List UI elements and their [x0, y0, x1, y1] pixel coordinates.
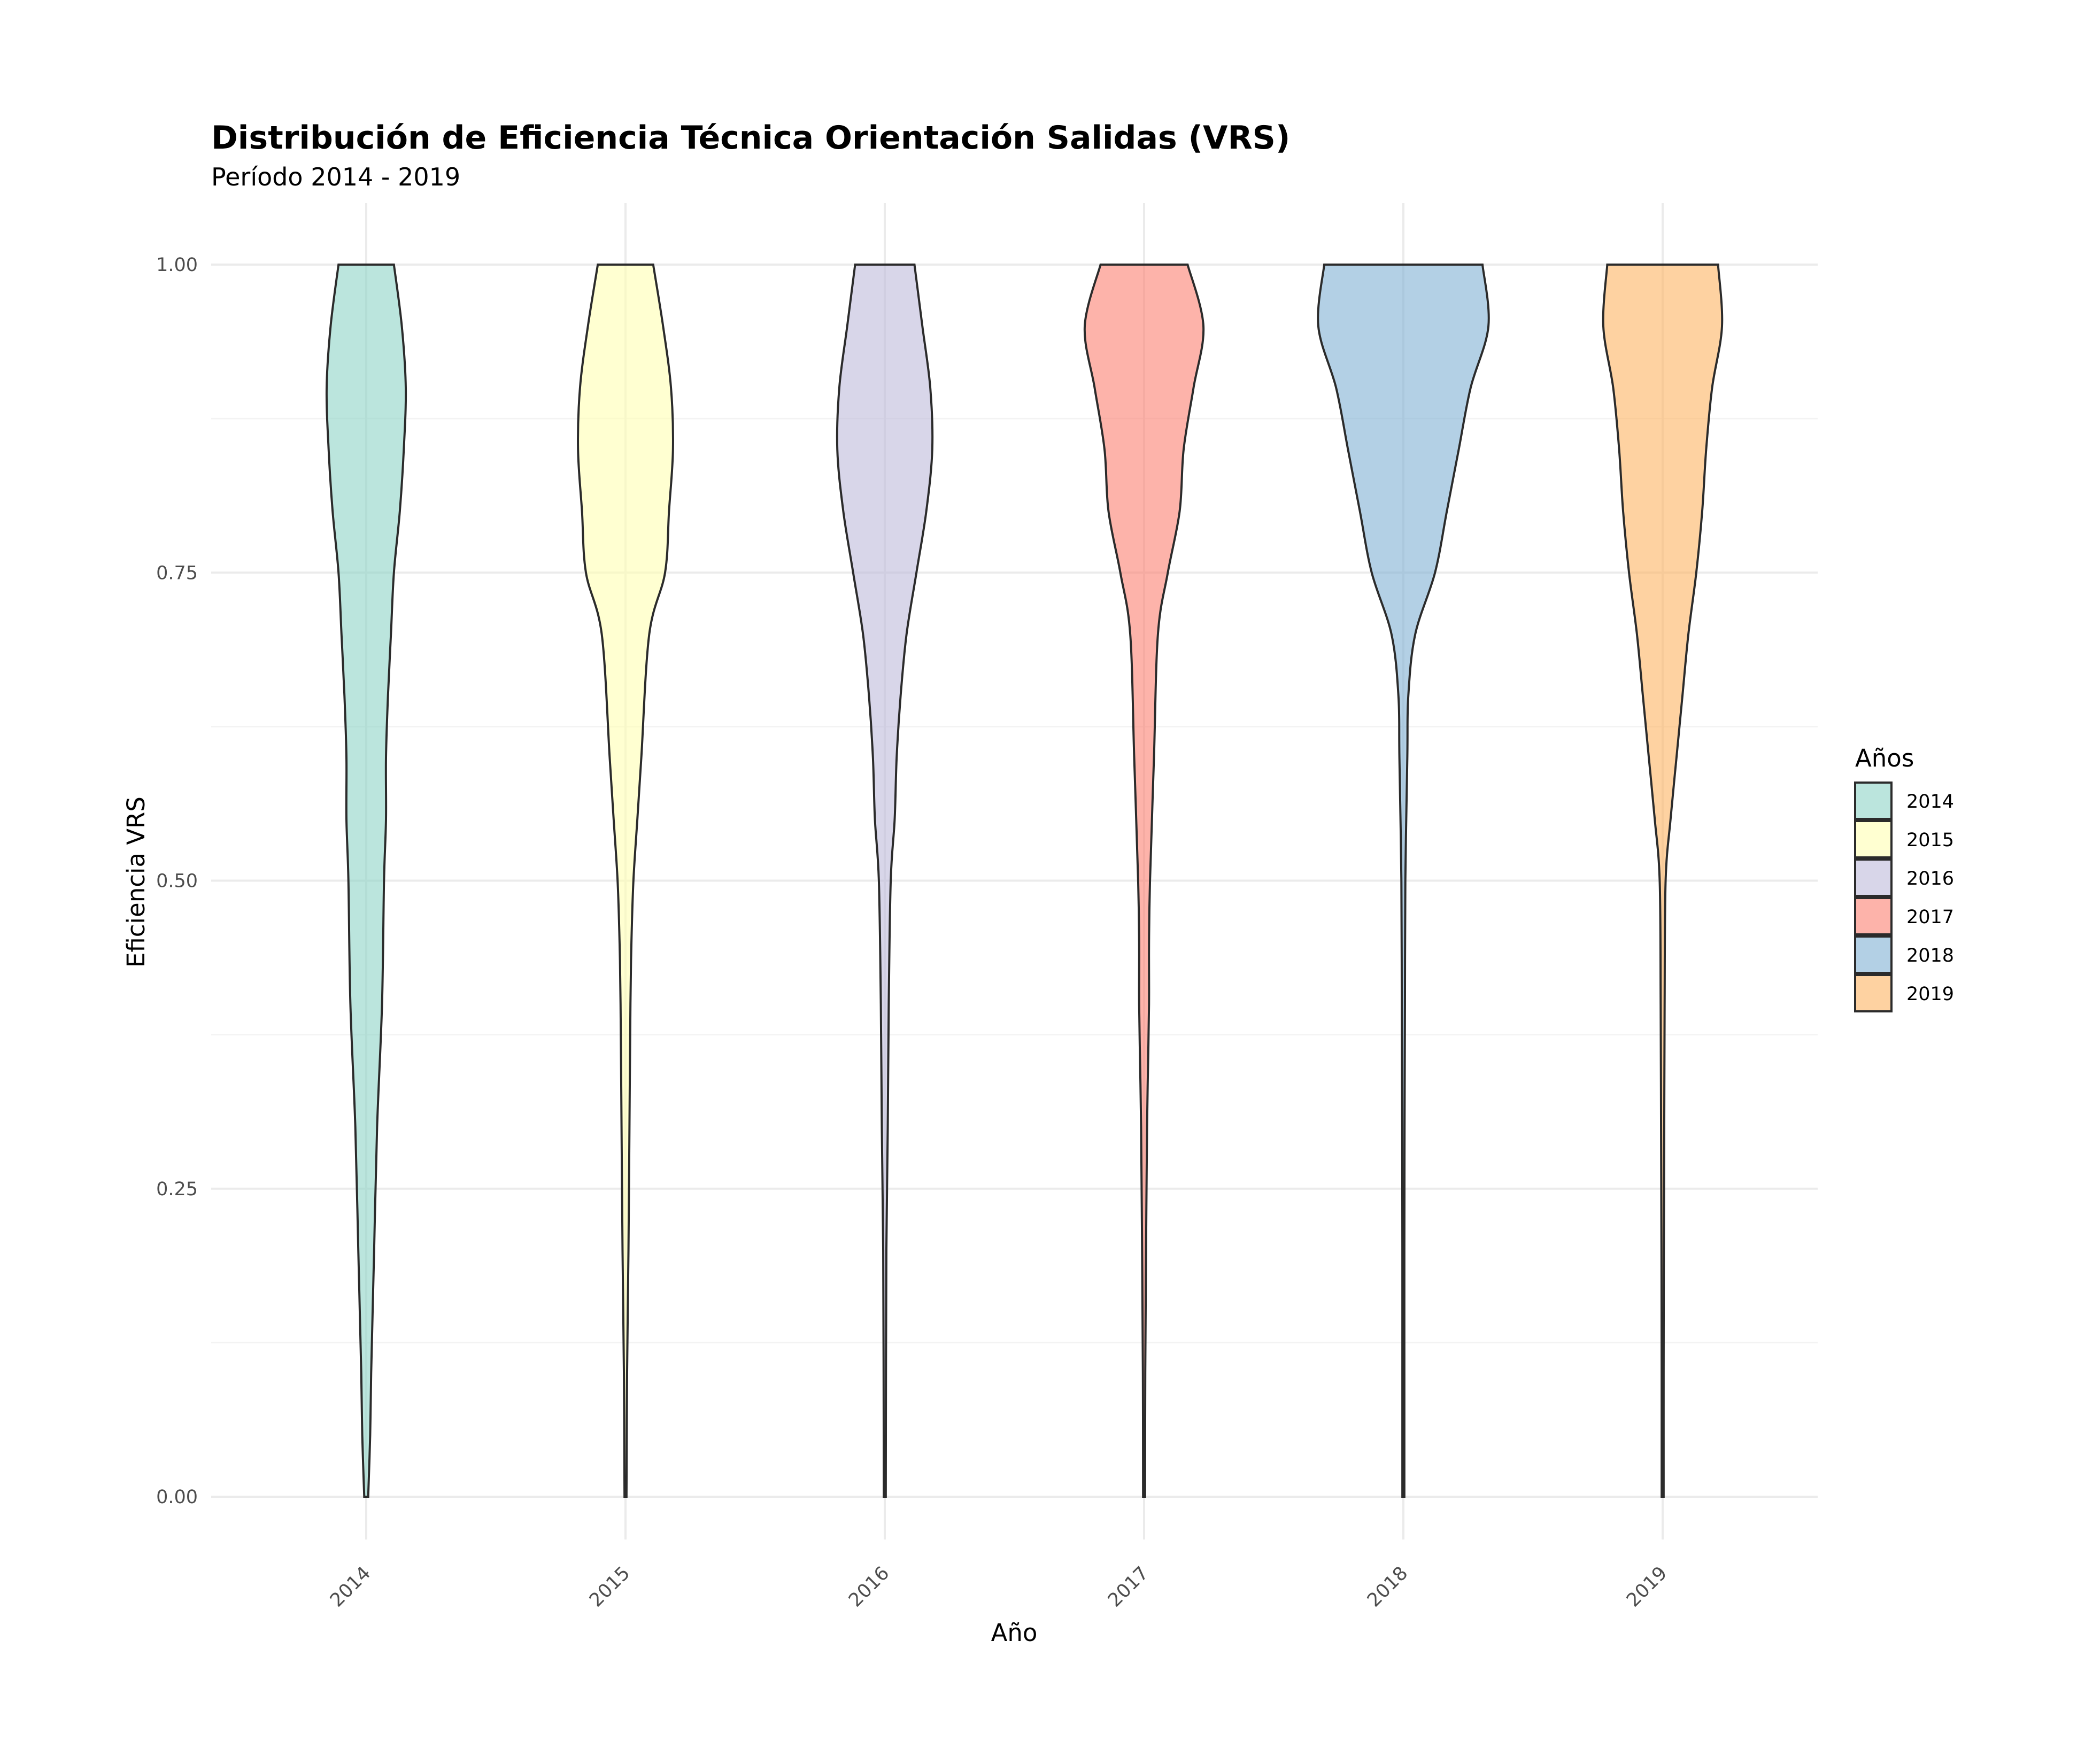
y-axis-ticks: 0.00 0.25 0.50 0.75 1.00 — [156, 254, 198, 1508]
y-tick-label: 0.50 — [156, 871, 198, 892]
y-tick-label: 1.00 — [156, 254, 198, 276]
x-tick-label: 2019 — [1623, 1562, 1671, 1611]
x-tick-label: 2015 — [585, 1562, 634, 1611]
x-tick-label: 2017 — [1104, 1562, 1153, 1611]
legend-items: 2014 2015 2016 2017 2018 2019 — [1854, 782, 1954, 1012]
legend-swatch-2015 — [1854, 820, 1893, 858]
violin-2015 — [577, 264, 674, 1498]
legend-swatch-2017 — [1854, 897, 1893, 935]
violin-2018 — [1317, 264, 1490, 1498]
legend-swatch-2018 — [1854, 935, 1893, 974]
legend-swatch-2016 — [1854, 858, 1893, 897]
violin-2019 — [1602, 264, 1724, 1498]
legend-label-2016: 2016 — [1906, 868, 1954, 889]
y-tick-label: 0.00 — [156, 1487, 198, 1508]
legend-label-2019: 2019 — [1906, 984, 1954, 1005]
legend-swatch-2019 — [1854, 974, 1893, 1012]
violin-2016 — [836, 264, 934, 1498]
legend-label-2014: 2014 — [1906, 791, 1954, 813]
legend-label-2017: 2017 — [1906, 907, 1954, 928]
x-tick-label: 2016 — [845, 1562, 893, 1611]
x-axis-ticks: 2014 2015 2016 2017 2018 2019 — [326, 1562, 1671, 1611]
x-tick-label: 2014 — [326, 1562, 375, 1611]
legend-label-2015: 2015 — [1906, 830, 1954, 851]
violin-2017 — [1083, 264, 1205, 1498]
legend-label-2018: 2018 — [1906, 945, 1954, 966]
legend: Años 2014 2015 2016 2017 2018 2019 — [1854, 744, 1954, 1012]
violin-2014 — [325, 264, 407, 1498]
chart-title: Distribución de Eficiencia Técnica Orien… — [211, 119, 1290, 157]
plot-grid — [211, 203, 1818, 1539]
y-tick-label: 0.75 — [156, 562, 198, 584]
legend-swatch-2014 — [1854, 782, 1893, 820]
y-axis-title: Eficiencia VRS — [122, 796, 150, 968]
y-tick-label: 0.25 — [156, 1179, 198, 1200]
chart-subtitle: Período 2014 - 2019 — [211, 163, 460, 191]
x-axis-title: Año — [991, 1619, 1038, 1647]
violins — [325, 264, 1724, 1498]
legend-title: Años — [1855, 744, 1914, 772]
x-tick-label: 2018 — [1363, 1562, 1412, 1611]
